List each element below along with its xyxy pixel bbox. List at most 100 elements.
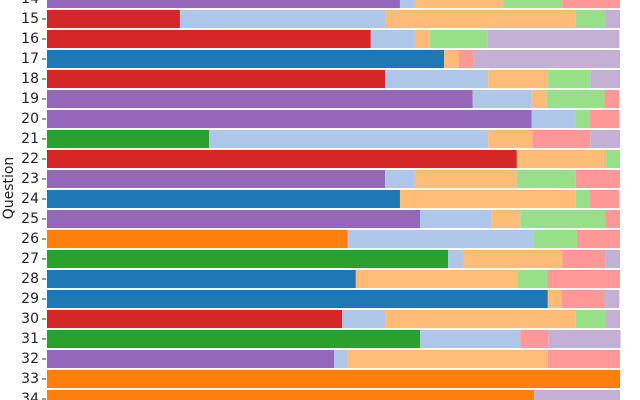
- bar-segment: [47, 230, 348, 248]
- bar-segment: [429, 30, 488, 48]
- y-tick-label: 26: [21, 231, 39, 247]
- bar-segment: [385, 70, 489, 88]
- bar-segment: [448, 250, 463, 268]
- bar-segment: [47, 350, 335, 368]
- y-tick-label: 16: [21, 31, 39, 47]
- y-tick-label: 19: [21, 91, 39, 107]
- bar-segment: [575, 190, 590, 208]
- bar-segment: [520, 210, 606, 228]
- bar-segment: [47, 270, 356, 288]
- bar-segment: [47, 90, 473, 108]
- bar-segment: [590, 70, 620, 88]
- bar-segment: [47, 330, 421, 348]
- bar-segment: [520, 330, 549, 348]
- bar-segment: [473, 50, 620, 68]
- bar-segment: [548, 330, 621, 348]
- bar-segment: [47, 30, 371, 48]
- bar-segment: [47, 10, 180, 28]
- y-tick-label: 32: [21, 351, 39, 367]
- bar-segment: [604, 90, 620, 108]
- bar-segment: [575, 170, 620, 188]
- bar-segment: [47, 210, 421, 228]
- y-tick-label: 30: [21, 311, 39, 327]
- bar-segment: [414, 30, 430, 48]
- y-tick-label: 31: [21, 331, 39, 347]
- bar-segment: [385, 10, 576, 28]
- bar-segment: [347, 230, 535, 248]
- y-tick-label: 23: [21, 171, 39, 187]
- bar-segment: [420, 210, 492, 228]
- bar-segment: [562, 0, 620, 8]
- y-tick-label: 25: [21, 211, 39, 227]
- bar-segment: [47, 130, 210, 148]
- bar-segment: [589, 190, 620, 208]
- y-tick-label: 33: [21, 371, 39, 387]
- y-axis-label: Question: [1, 157, 17, 220]
- y-tick-label: 20: [21, 111, 39, 127]
- bar-segment: [47, 310, 343, 328]
- y-tick-label: 21: [21, 131, 39, 147]
- bar-segment: [179, 10, 386, 28]
- y-tick-label: 17: [21, 51, 39, 67]
- bar-segment: [532, 130, 591, 148]
- bar-segment: [605, 210, 620, 228]
- bar-segment: [444, 50, 459, 68]
- bar-segment: [47, 70, 386, 88]
- bar-segment: [399, 0, 415, 8]
- bar-segment: [47, 170, 386, 188]
- bar-segment: [47, 110, 532, 128]
- bar-segment: [605, 10, 620, 28]
- bar-segment: [547, 350, 620, 368]
- bar-segment: [590, 130, 620, 148]
- y-tick-label: 34: [21, 391, 39, 400]
- bar-segment: [420, 330, 521, 348]
- bar-segment: [414, 170, 517, 188]
- bar-segment: [605, 250, 620, 268]
- y-tick-label: 14: [21, 0, 39, 7]
- bar-segment: [47, 370, 620, 388]
- bar-segment: [605, 150, 620, 168]
- bar-segment: [385, 170, 415, 188]
- bar-segment: [355, 270, 519, 288]
- bar-segment: [488, 70, 548, 88]
- bar-segment: [562, 250, 606, 268]
- bar-segment: [399, 190, 576, 208]
- bar-segment: [547, 290, 562, 308]
- bar-segment: [561, 290, 605, 308]
- bar-segment: [575, 10, 606, 28]
- bar-segment: [47, 250, 449, 268]
- bar-segment: [534, 230, 578, 248]
- bar-segment: [487, 30, 620, 48]
- bar-segment: [385, 310, 576, 328]
- bar-segment: [547, 70, 591, 88]
- bar-segment: [458, 50, 474, 68]
- bar-segment: [577, 230, 620, 248]
- bar-segment: [334, 350, 348, 368]
- bar-segment: [589, 110, 620, 128]
- bar-segment: [534, 390, 620, 400]
- bar-segment: [531, 90, 547, 108]
- bar-segment: [47, 190, 400, 208]
- bar-segment: [47, 150, 517, 168]
- bar-segment: [604, 290, 620, 308]
- y-tick-label: 27: [21, 251, 39, 267]
- bar-segment: [575, 110, 590, 128]
- bar-segment: [47, 0, 400, 8]
- y-tick-label: 29: [21, 291, 39, 307]
- bar-segment: [488, 130, 533, 148]
- bar-segment: [575, 310, 606, 328]
- bar-segment: [462, 250, 563, 268]
- bar-segment: [518, 270, 548, 288]
- bar-segment: [546, 90, 605, 108]
- y-tick-label: 18: [21, 71, 39, 87]
- bar-segment: [342, 310, 386, 328]
- y-tick-label: 15: [21, 11, 39, 27]
- bar-segment: [347, 350, 548, 368]
- bar-segment: [209, 130, 489, 148]
- bar-segment: [47, 290, 548, 308]
- bar-segment: [47, 50, 445, 68]
- bar-segment: [414, 0, 504, 8]
- bar-segment: [547, 270, 620, 288]
- y-tick-label: 22: [21, 151, 39, 167]
